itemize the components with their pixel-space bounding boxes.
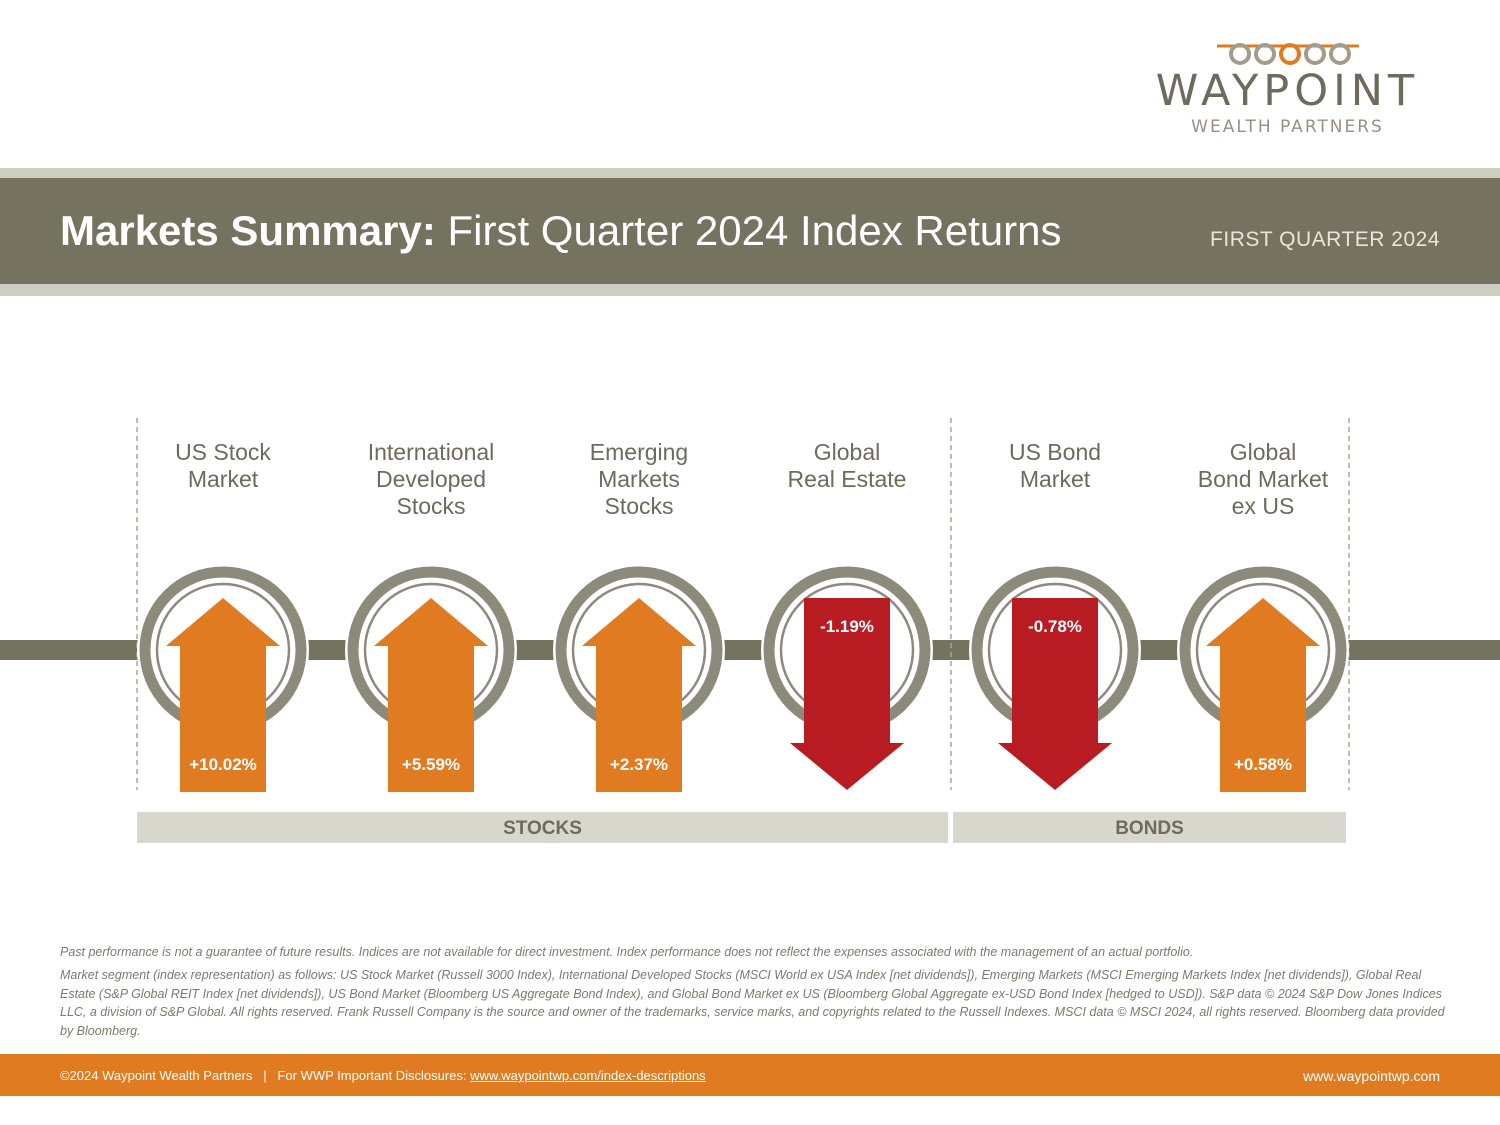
category-label: Global: [1230, 439, 1296, 465]
category-label: Bond Market: [1198, 466, 1329, 492]
category-label: Markets: [598, 466, 680, 492]
arrow-down: [998, 598, 1112, 790]
group-bar-bonds: [953, 812, 1346, 843]
returns-chart: +10.02%US StockMarket+5.59%International…: [0, 418, 1500, 843]
category-label: Market: [1020, 466, 1091, 492]
value-label: +5.59%: [402, 755, 460, 774]
arrow-down: [790, 598, 904, 790]
category-label: Stocks: [604, 493, 673, 519]
footer-separator: |: [263, 1068, 267, 1083]
footer-bar: ©2024 Waypoint Wealth Partners | For WWP…: [0, 1054, 1500, 1096]
logo-subtitle: WEALTH PARTNERS: [1191, 117, 1384, 137]
category-label: US Stock: [175, 439, 271, 465]
category-label: Real Estate: [788, 466, 907, 492]
arrow-up: [166, 598, 280, 792]
category-label: Market: [188, 466, 259, 492]
value-label: -1.19%: [820, 617, 874, 636]
value-label: +0.58%: [1234, 755, 1292, 774]
period-label: FIRST QUARTER 2024: [1210, 228, 1440, 251]
value-label: +2.37%: [610, 755, 668, 774]
disclosure-link[interactable]: www.waypointwp.com/index-descriptions: [470, 1068, 706, 1083]
footer-left: ©2024 Waypoint Wealth Partners | For WWP…: [60, 1068, 706, 1083]
arrow-up: [374, 598, 488, 792]
group-label: BONDS: [1115, 818, 1184, 839]
page-title-bold: Markets Summary:: [60, 207, 436, 254]
group-bar-stocks: [137, 812, 948, 843]
group-label: STOCKS: [503, 818, 582, 839]
category-label: International: [368, 439, 495, 465]
logo-wordmark: WAYPOINT: [1155, 66, 1420, 116]
category-label: ex US: [1232, 493, 1295, 519]
logo-rings-icon: [1216, 43, 1359, 65]
category-label: Stocks: [396, 493, 465, 519]
footer-disclosure-label: For WWP Important Disclosures:: [277, 1068, 467, 1083]
value-label: +10.02%: [189, 755, 257, 774]
page-title-rest: First Quarter 2024 Index Returns: [447, 207, 1062, 254]
title-band: [0, 168, 1500, 296]
category-label: Emerging: [590, 439, 688, 465]
footnote-index-sources: Market segment (index representation) as…: [60, 967, 1445, 1038]
footer-copyright: ©2024 Waypoint Wealth Partners: [60, 1068, 253, 1083]
footnote: Past performance is not a guarantee of f…: [60, 943, 1445, 1045]
category-label: Global: [814, 439, 880, 465]
arrow-up: [1206, 598, 1320, 792]
arrow-up: [582, 598, 696, 792]
category-label: Developed: [376, 466, 486, 492]
footer-website: www.waypointwp.com: [1303, 1068, 1440, 1084]
page-title: Markets Summary: First Quarter 2024 Inde…: [60, 207, 1062, 254]
value-label: -0.78%: [1028, 617, 1082, 636]
footnote-disclaimer: Past performance is not a guarantee of f…: [60, 945, 1194, 959]
logo: WAYPOINT WEALTH PARTNERS: [1155, 38, 1420, 137]
category-label: US Bond: [1009, 439, 1101, 465]
